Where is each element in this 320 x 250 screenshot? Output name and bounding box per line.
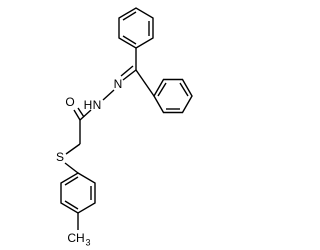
top-phenyl <box>118 7 154 49</box>
atom-label: CH <box>67 231 84 245</box>
atom-label: N <box>114 77 123 91</box>
tolyl-ring <box>60 172 96 230</box>
atom-label: H <box>84 98 93 112</box>
atom-subscript: 3 <box>85 237 90 247</box>
right-phenyl <box>153 78 193 114</box>
atom-label: O <box>65 95 74 109</box>
molecule-diagram: O N H N S CH 3 <box>56 7 193 247</box>
bonds <box>64 48 155 174</box>
atom-label: S <box>56 150 64 164</box>
atom-label: N <box>93 98 102 112</box>
